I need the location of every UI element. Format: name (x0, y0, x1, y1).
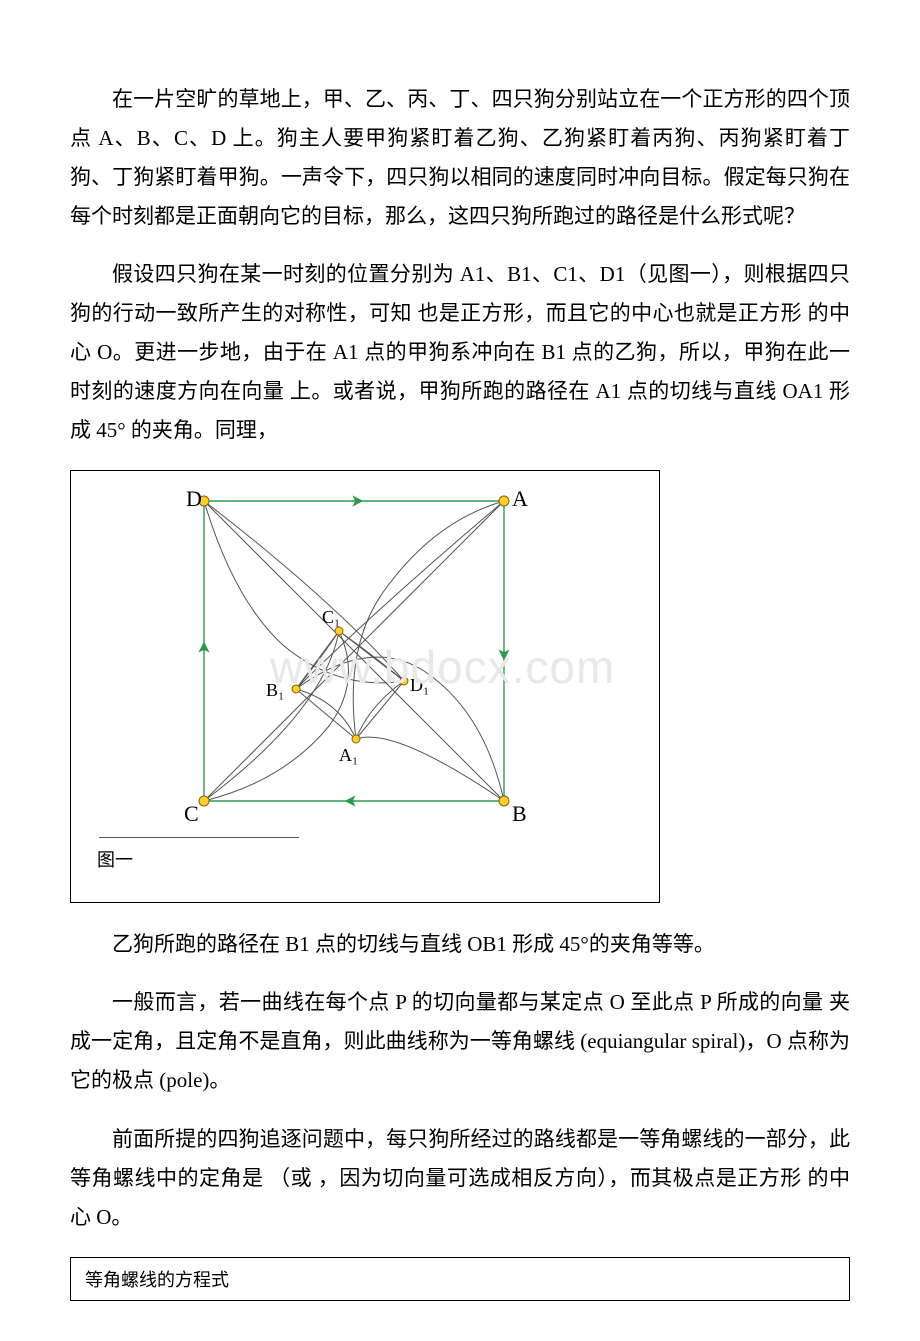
figure-label-A1: A₁ (339, 745, 358, 765)
figure-label-C1: C₁ (322, 607, 340, 627)
paragraph-3: 乙狗所跑的路径在 B1 点的切线与直线 OB1 形成 45°的夹角等等。 (70, 925, 850, 964)
figure-one-svg: D A C B C₁ D₁ A₁ B₁ (89, 481, 629, 831)
figure-label-C: C (184, 801, 199, 826)
section-title: 等角螺线的方程式 (85, 1266, 835, 1292)
figure-caption: 图一 (97, 846, 641, 872)
figure-label-B: B (512, 801, 527, 826)
figure-divider (99, 837, 299, 838)
paragraph-2: 假设四只狗在某一时刻的位置分别为 A1、B1、C1、D1（见图一），则根据四只狗… (70, 255, 850, 449)
paragraph-1: 在一片空旷的草地上，甲、乙、丙、丁、四只狗分别站立在一个正方形的四个顶点 A、B… (70, 80, 850, 235)
paragraph-5: 前面所提的四狗追逐问题中，每只狗所经过的路线都是一等角螺线的一部分，此等角螺线中… (70, 1120, 850, 1237)
figure-label-B1: B₁ (266, 680, 284, 700)
figure-label-D1: D₁ (410, 675, 429, 695)
figure-one-box: D A C B C₁ D₁ A₁ B₁ 图一 (70, 470, 660, 903)
figure-label-D: D (186, 486, 202, 511)
paragraph-4: 一般而言，若一曲线在每个点 P 的切向量都与某定点 O 至此点 P 所成的向量 … (70, 983, 850, 1100)
figure-label-A: A (512, 486, 528, 511)
section-box: 等角螺线的方程式 (70, 1257, 850, 1301)
